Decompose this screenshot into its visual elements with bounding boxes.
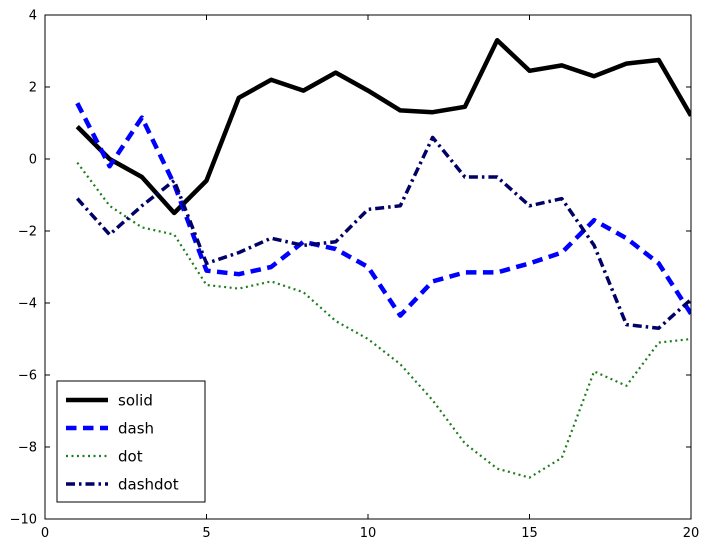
series-dot-line xyxy=(76,161,691,479)
x-tick-label: 10 xyxy=(360,526,377,541)
x-tick-label: 0 xyxy=(41,526,49,541)
y-tick-label: −4 xyxy=(18,297,37,312)
series-dashdot-line xyxy=(75,135,691,330)
y-tick-label: 4 xyxy=(29,9,37,24)
series-group xyxy=(75,37,691,479)
legend-entry-dash: dash xyxy=(66,420,154,438)
x-tick-label: 20 xyxy=(683,526,700,541)
legend-entry-dot: dot xyxy=(66,448,143,466)
series-dash-line xyxy=(75,102,691,318)
legend-label: dashdot xyxy=(118,476,179,494)
legend-label: solid xyxy=(118,392,153,410)
x-tick-label: 5 xyxy=(202,526,210,541)
y-tick-label: −10 xyxy=(10,513,37,528)
series-solid-line xyxy=(75,37,691,216)
y-tick-label: 2 xyxy=(29,81,37,96)
legend-label: dot xyxy=(118,448,143,466)
legend-label: dash xyxy=(118,420,154,438)
y-tick-label: −8 xyxy=(18,441,37,456)
y-tick-label: 0 xyxy=(29,153,37,168)
ticks xyxy=(44,14,692,520)
y-tick-label: −2 xyxy=(18,225,37,240)
legend-entry-solid: solid xyxy=(66,392,153,410)
x-tick-label: 15 xyxy=(521,526,538,541)
y-tick-label: −6 xyxy=(18,369,37,384)
legend-entry-dashdot: dashdot xyxy=(66,476,179,494)
